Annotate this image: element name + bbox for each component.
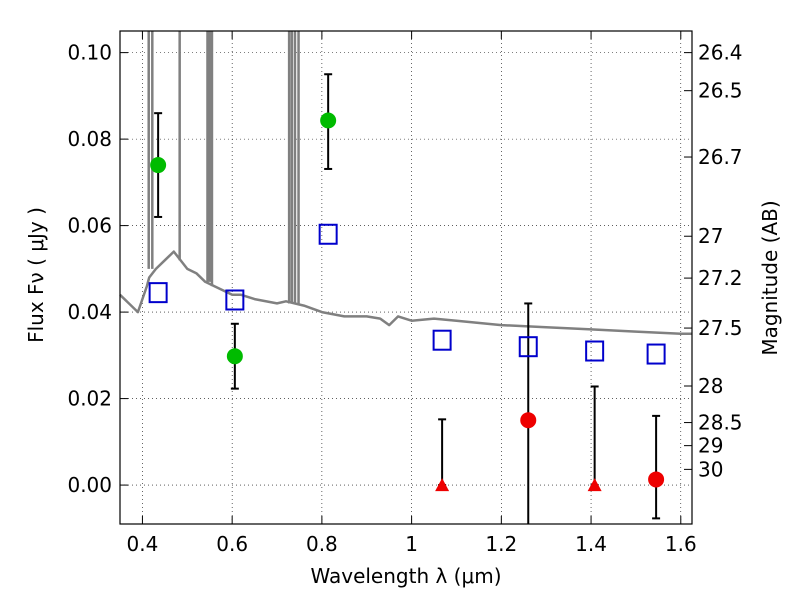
upper-limit-triangle	[435, 478, 450, 492]
data-point-circle	[320, 112, 337, 129]
y-right-tick-label: 29	[698, 434, 723, 458]
x-tick-label: 1.6	[665, 532, 697, 556]
y-axis-right-label: Magnitude (AB)	[758, 200, 782, 355]
model-flux-square	[518, 336, 538, 358]
plot-frame	[119, 30, 693, 525]
y-tick-label: 0.04	[67, 300, 112, 324]
y-tick-label: 0.02	[67, 387, 112, 411]
y-right-tick-label: 28.5	[698, 411, 743, 435]
y-right-tick-label: 26.5	[698, 79, 743, 103]
data-point-circle	[150, 157, 167, 174]
model-flux-square	[148, 282, 168, 304]
y-tick-label: 0.08	[67, 127, 112, 151]
model-flux-square	[432, 329, 452, 351]
model-flux-square	[318, 223, 338, 245]
photometry-points	[148, 73, 666, 524]
y-right-tick-label: 26.4	[698, 41, 743, 65]
x-tick-label: 1.4	[575, 532, 607, 556]
model-spectrum-line	[119, 250, 692, 335]
x-tick-label: 1	[405, 532, 418, 556]
data-point-circle	[520, 412, 537, 429]
x-tick-label: 0.8	[306, 532, 338, 556]
axes: 0.4 0.6 0.8 1 1.2 1.4 1.6 0.00 0.02 0.04 0.06 0.08 0…	[67, 30, 743, 556]
y-right-tick-label: 27	[698, 224, 723, 248]
upper-limit-triangle	[587, 478, 602, 492]
y-right-tick-label: 30	[698, 457, 723, 481]
model-spectrum	[119, 31, 692, 335]
data-point-circle	[648, 471, 665, 488]
y-tick-label: 0.10	[67, 41, 112, 65]
y-right-tick-label: 28	[698, 374, 723, 398]
y-axis-label: Flux Fν ( μJy )	[24, 207, 48, 343]
y-tick-label: 0.00	[67, 473, 112, 497]
model-flux-square	[225, 289, 245, 311]
y-tick-label: 0.06	[67, 214, 112, 238]
grid-lines	[120, 31, 692, 524]
y-right-tick-label: 27.2	[698, 266, 743, 290]
x-tick-label: 0.6	[216, 532, 248, 556]
x-tick-label: 1.2	[485, 532, 517, 556]
x-tick-label: 0.4	[127, 532, 159, 556]
model-flux-square	[585, 340, 605, 362]
x-axis-label: Wavelength λ (μm)	[310, 564, 501, 588]
model-flux-square	[646, 343, 666, 365]
data-point-circle	[226, 348, 243, 365]
y-right-tick-label: 26.7	[698, 145, 743, 169]
y-right-tick-label: 27.5	[698, 316, 743, 340]
